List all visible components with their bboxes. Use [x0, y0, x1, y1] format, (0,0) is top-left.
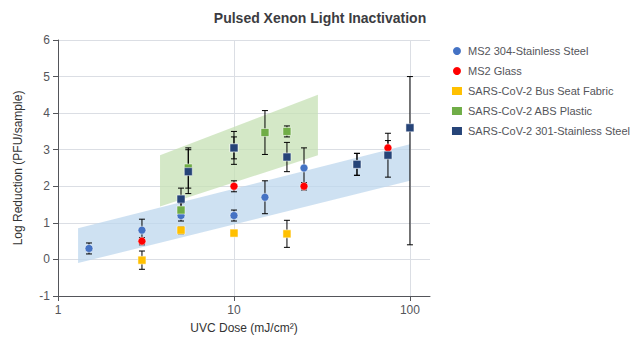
svg-text:Log Reduction (PFU/sample): Log Reduction (PFU/sample) [11, 91, 25, 246]
svg-text:2: 2 [43, 179, 50, 193]
svg-text:6: 6 [43, 33, 50, 47]
svg-text:SARS-CoV-2 301-Stainless Steel: SARS-CoV-2 301-Stainless Steel [468, 125, 630, 137]
svg-text:3: 3 [43, 143, 50, 157]
svg-text:UVC Dose (mJ/cm²): UVC Dose (mJ/cm²) [190, 321, 297, 335]
svg-text:1: 1 [43, 216, 50, 230]
svg-text:-1: -1 [39, 289, 50, 303]
svg-text:SARS-CoV-2 Bus Seat Fabric: SARS-CoV-2 Bus Seat Fabric [468, 85, 614, 97]
svg-text:10: 10 [227, 303, 241, 317]
svg-text:1: 1 [55, 303, 62, 317]
svg-text:MS2 304-Stainless Steel: MS2 304-Stainless Steel [468, 45, 588, 57]
svg-text:4: 4 [43, 106, 50, 120]
svg-text:100: 100 [400, 303, 420, 317]
svg-text:5: 5 [43, 70, 50, 84]
svg-text:Pulsed Xenon Light Inactivatio: Pulsed Xenon Light Inactivation [214, 10, 426, 26]
svg-text:MS2 Glass: MS2 Glass [468, 65, 522, 77]
svg-text:0: 0 [43, 252, 50, 266]
svg-text:SARS-CoV-2 ABS Plastic: SARS-CoV-2 ABS Plastic [468, 105, 593, 117]
